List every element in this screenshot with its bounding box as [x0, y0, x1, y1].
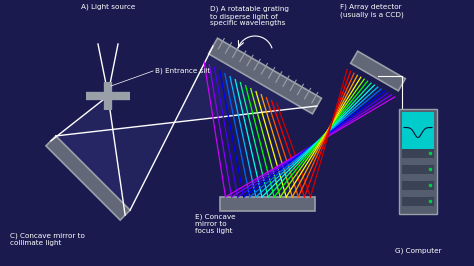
Text: F) Array detector
(usually is a CCD): F) Array detector (usually is a CCD) — [340, 4, 404, 18]
Text: C) Concave mirror to
collimate light: C) Concave mirror to collimate light — [10, 232, 85, 246]
Text: B) Entrance slit: B) Entrance slit — [155, 68, 210, 74]
Polygon shape — [209, 38, 321, 114]
Text: D) A rotatable grating
to disperse light of
specific wavelengths: D) A rotatable grating to disperse light… — [210, 6, 289, 27]
Text: A) Light source: A) Light source — [81, 4, 135, 10]
Bar — [402, 197, 434, 206]
Polygon shape — [56, 46, 317, 210]
Polygon shape — [351, 51, 405, 91]
Polygon shape — [220, 197, 316, 211]
Bar — [402, 164, 434, 173]
Bar — [402, 111, 434, 149]
Text: E) Concave
mirror to
focus light: E) Concave mirror to focus light — [195, 214, 236, 235]
Text: G) Computer: G) Computer — [395, 247, 441, 254]
Bar — [399, 109, 437, 214]
Bar — [402, 148, 434, 157]
Bar — [402, 181, 434, 189]
Polygon shape — [51, 96, 125, 215]
Polygon shape — [46, 136, 130, 220]
